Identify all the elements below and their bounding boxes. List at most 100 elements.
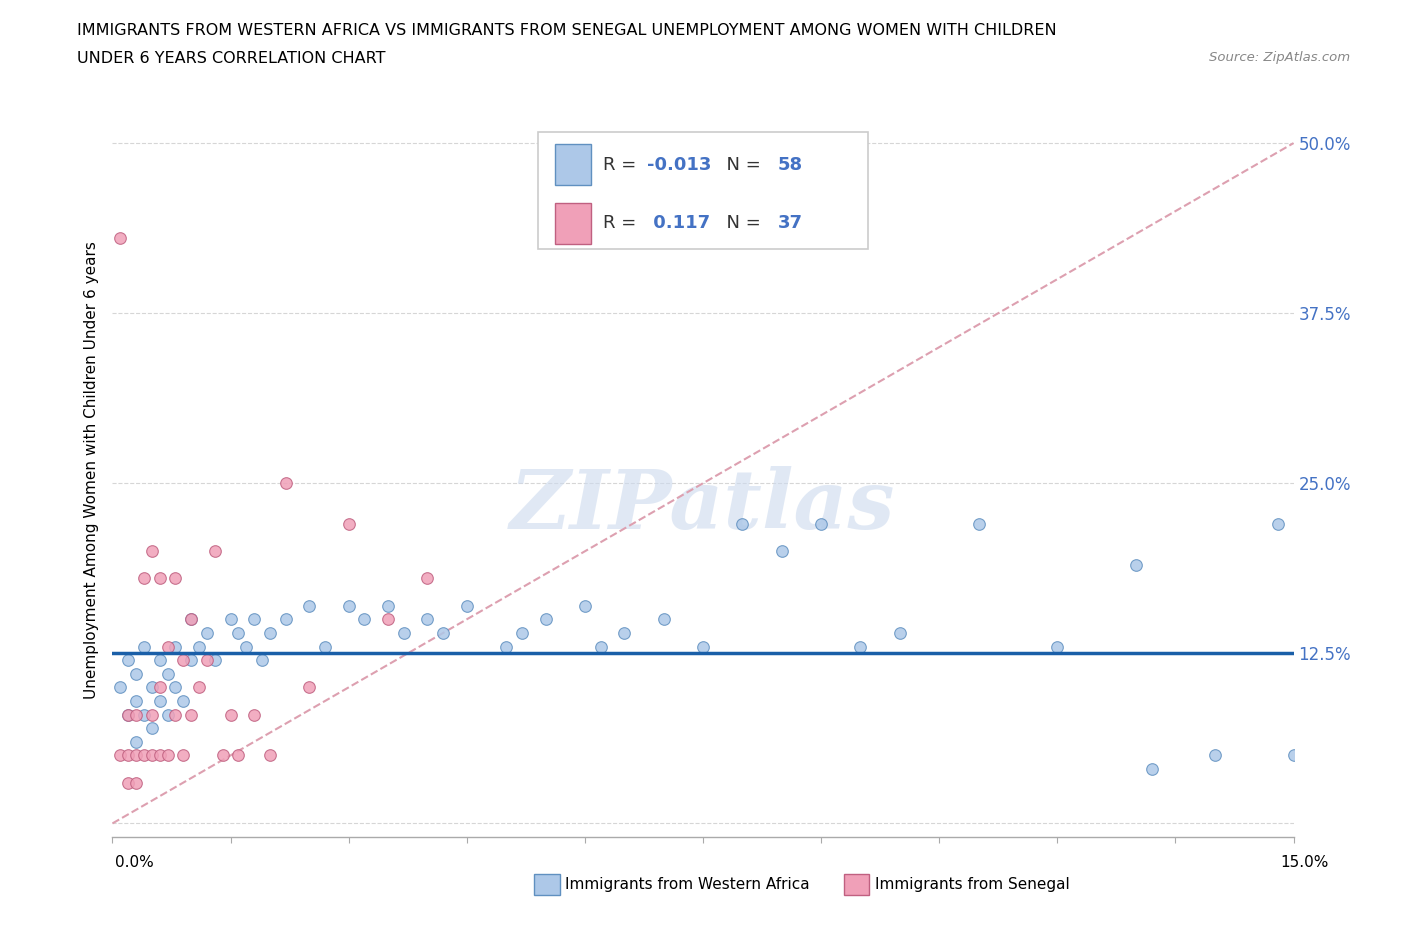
Point [149,571,172,586]
Point [731,517,754,532]
Text: 0.0%: 0.0% [115,855,155,870]
Point [1140,762,1163,777]
Text: Source: ZipAtlas.com: Source: ZipAtlas.com [1209,51,1350,64]
Point [274,476,297,491]
Point [132,707,155,722]
Point [652,612,675,627]
Text: N =: N = [714,215,766,232]
Text: R =: R = [603,215,641,232]
Point [849,639,872,654]
Point [141,748,163,763]
Point [456,598,478,613]
Point [149,680,172,695]
Point [132,571,155,586]
Point [117,707,139,722]
Point [149,653,172,668]
Point [377,612,399,627]
Point [156,639,179,654]
Point [314,639,336,654]
Point [149,694,172,709]
Point [337,598,360,613]
Point [1282,748,1305,763]
Y-axis label: Unemployment Among Women with Children Under 6 years: Unemployment Among Women with Children U… [83,241,98,698]
Point [1125,557,1147,572]
Point [243,707,266,722]
Point [117,775,139,790]
Point [211,748,233,763]
Point [156,707,179,722]
Point [132,748,155,763]
Point [141,544,163,559]
Point [141,707,163,722]
Point [337,517,360,532]
Point [180,653,202,668]
Point [889,626,911,641]
Point [172,653,194,668]
Point [298,598,321,613]
Point [180,612,202,627]
Point [298,680,321,695]
Point [180,707,202,722]
Point [243,612,266,627]
Point [141,721,163,736]
Point [810,517,832,532]
Point [1046,639,1069,654]
Point [125,666,148,681]
Point [141,680,163,695]
Point [125,694,148,709]
Point [156,748,179,763]
Point [125,735,148,750]
Point [149,748,172,763]
Point [510,626,533,641]
Text: ZIPatlas: ZIPatlas [510,466,896,547]
Point [274,612,297,627]
Point [416,571,439,586]
Point [574,598,596,613]
Point [235,639,257,654]
Point [156,666,179,681]
Text: 0.117: 0.117 [648,215,710,232]
Bar [555,144,591,185]
Point [416,612,439,627]
Point [967,517,990,532]
Point [228,626,250,641]
Point [188,639,211,654]
Text: 58: 58 [778,155,803,174]
Point [259,748,281,763]
Text: 37: 37 [778,215,803,232]
Point [228,748,250,763]
Text: Immigrants from Western Africa: Immigrants from Western Africa [565,877,810,892]
Bar [534,874,560,895]
Point [132,639,155,654]
Point [259,626,281,641]
Text: -0.013: -0.013 [648,155,711,174]
Text: UNDER 6 YEARS CORRELATION CHART: UNDER 6 YEARS CORRELATION CHART [77,51,385,66]
Text: Immigrants from Senegal: Immigrants from Senegal [875,877,1070,892]
Point [204,544,226,559]
Point [432,626,454,641]
Point [172,694,194,709]
Point [117,707,139,722]
Point [534,612,557,627]
Point [125,748,148,763]
Text: N =: N = [714,155,766,174]
Point [172,748,194,763]
Point [392,626,415,641]
Text: 15.0%: 15.0% [1281,855,1329,870]
Point [165,680,187,695]
Point [165,707,187,722]
Point [353,612,375,627]
Point [110,680,132,695]
Point [195,653,218,668]
Point [125,775,148,790]
Point [180,612,202,627]
Point [165,571,187,586]
Point [117,653,139,668]
Point [613,626,636,641]
Point [589,639,612,654]
Point [117,748,139,763]
Point [1267,517,1289,532]
Bar [555,203,591,244]
Point [195,626,218,641]
Point [110,231,132,246]
